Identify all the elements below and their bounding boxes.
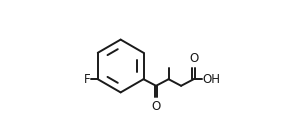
Text: O: O <box>151 100 161 113</box>
Text: O: O <box>189 52 198 65</box>
Text: OH: OH <box>203 73 221 86</box>
Text: F: F <box>83 73 90 86</box>
